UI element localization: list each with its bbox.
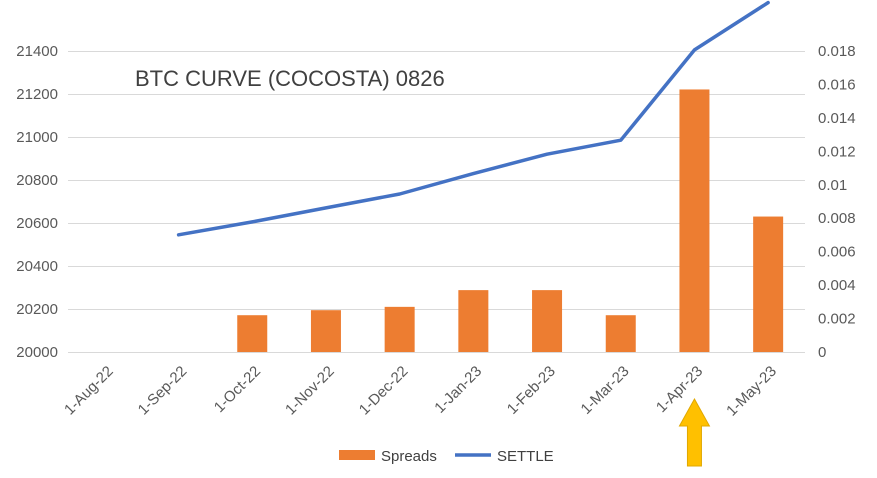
x-tick-label: 1-Oct-22 xyxy=(211,363,264,416)
x-tick-label: 1-Mar-23 xyxy=(578,363,633,418)
gridlines xyxy=(68,51,805,353)
legend-label-spreads: Spreads xyxy=(381,448,437,465)
x-tick-label: 1-May-23 xyxy=(723,363,780,420)
spreads-bar xyxy=(605,315,636,352)
spreads-bar xyxy=(237,315,268,352)
y-right-tick-label: 0.004 xyxy=(818,277,856,294)
y-right-tick-label: 0.018 xyxy=(818,43,856,60)
x-tick-label: 1-Feb-23 xyxy=(504,363,559,418)
y-left-tick-label: 20800 xyxy=(16,172,58,189)
settle-line xyxy=(176,0,770,237)
spreads-bar xyxy=(753,216,784,352)
settle-line-group xyxy=(176,0,770,237)
y-right-tick-label: 0.002 xyxy=(818,311,856,328)
y-axis-right: 0 0.002 0.004 0.006 0.008 0.01 0.012 0.014 0.016… xyxy=(818,43,856,361)
spreads-bar xyxy=(384,306,415,352)
x-tick-label: 1-Dec-22 xyxy=(356,363,412,419)
spreads-bar xyxy=(532,290,563,352)
spreads-bar xyxy=(679,89,710,352)
x-tick-label: 1-Jan-23 xyxy=(431,363,485,417)
y-right-tick-label: 0 xyxy=(818,344,826,361)
y-left-tick-label: 20600 xyxy=(16,215,58,232)
spreads-bar xyxy=(458,290,489,352)
up-arrow-icon xyxy=(678,397,711,467)
y-left-tick-label: 21400 xyxy=(16,43,58,60)
arrow-annotation xyxy=(678,397,711,467)
y-right-tick-label: 0.012 xyxy=(818,143,856,160)
y-right-tick-label: 0.006 xyxy=(818,244,856,261)
x-tick-label: 1-Sep-22 xyxy=(135,363,191,419)
chart-title: BTC CURVE (COCOSTA) 0826 xyxy=(135,66,445,91)
legend-label-settle: SETTLE xyxy=(497,448,554,465)
spreads-bar xyxy=(310,310,341,352)
y-right-tick-label: 0.01 xyxy=(818,177,847,194)
y-left-tick-label: 21000 xyxy=(16,129,58,146)
x-tick-label: 1-Aug-22 xyxy=(61,363,117,419)
y-axis-left: 20000 20200 20400 20600 20800 21000 21200 21400 xyxy=(16,43,58,361)
y-left-tick-label: 21200 xyxy=(16,86,58,103)
y-right-tick-label: 0.014 xyxy=(818,110,856,127)
y-right-tick-label: 0.016 xyxy=(818,76,856,93)
x-axis: 1-Aug-22 1-Sep-22 1-Oct-22 1-Nov-22 1-Dec-22… xyxy=(61,363,780,420)
x-tick-label: 1-Nov-22 xyxy=(282,363,338,419)
y-left-tick-label: 20000 xyxy=(16,344,58,361)
legend: Spreads SETTLE xyxy=(339,448,554,465)
spreads-bars xyxy=(237,89,784,352)
y-right-tick-label: 0.008 xyxy=(818,210,856,227)
y-left-tick-label: 20400 xyxy=(16,258,58,275)
legend-swatch-spreads xyxy=(339,450,375,460)
y-left-tick-label: 20200 xyxy=(16,301,58,318)
